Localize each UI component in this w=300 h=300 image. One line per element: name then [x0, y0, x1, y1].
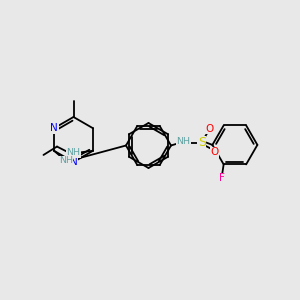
Text: N: N [50, 123, 58, 133]
Text: N: N [70, 157, 77, 167]
Text: NH: NH [59, 157, 73, 166]
Text: S: S [198, 136, 206, 149]
Text: O: O [211, 147, 219, 158]
Text: NH: NH [67, 148, 80, 157]
Text: F: F [219, 173, 225, 183]
Text: NH: NH [176, 137, 190, 146]
Text: O: O [205, 124, 214, 134]
